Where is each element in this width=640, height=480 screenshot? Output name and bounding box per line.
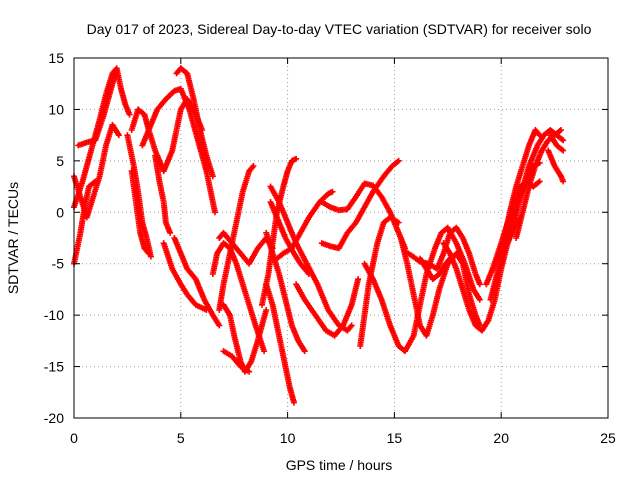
series-sat-al bbox=[545, 147, 567, 185]
data-point bbox=[209, 173, 216, 180]
data-point bbox=[92, 178, 99, 185]
chart-title: Day 017 of 2023, Sidereal Day-to-day VTE… bbox=[87, 21, 592, 37]
series-sat-ae bbox=[417, 255, 453, 283]
data-point bbox=[293, 155, 300, 162]
series-sat-aj bbox=[504, 127, 567, 247]
series-sat-l bbox=[160, 240, 210, 313]
data-point bbox=[203, 307, 210, 313]
series-sat-y bbox=[318, 157, 402, 252]
data-point bbox=[395, 219, 402, 226]
y-axis-label: SDTVAR / TECUs bbox=[5, 182, 21, 294]
y-tick-label: -10 bbox=[44, 307, 64, 323]
data-point bbox=[147, 253, 154, 260]
data-point bbox=[348, 322, 355, 329]
series-sat-x bbox=[293, 276, 362, 339]
series-sat-d bbox=[71, 178, 99, 267]
data-point bbox=[560, 178, 567, 185]
x-axis-label: GPS time / hours bbox=[286, 457, 393, 473]
data-marks bbox=[71, 65, 567, 406]
grid-lines bbox=[74, 58, 608, 418]
data-point bbox=[476, 296, 483, 303]
data-point bbox=[329, 188, 336, 195]
data-point bbox=[395, 157, 402, 164]
y-tick-labels: -20 -15 -10 -5 0 5 10 15 bbox=[44, 50, 64, 426]
series-sat-p bbox=[209, 240, 268, 355]
y-tick-label: -15 bbox=[44, 359, 64, 375]
plot-frame bbox=[73, 57, 609, 419]
series-sat-v bbox=[267, 199, 312, 277]
data-point bbox=[115, 132, 122, 139]
series-sat-ah bbox=[487, 127, 543, 303]
x-tick-label: 20 bbox=[493, 430, 509, 446]
data-point bbox=[167, 229, 174, 236]
data-point bbox=[560, 137, 567, 144]
x-tick-label: 0 bbox=[70, 430, 78, 446]
x-tick-label: 15 bbox=[387, 430, 403, 446]
data-point bbox=[250, 163, 257, 169]
data-point bbox=[246, 368, 253, 375]
series-sat-aa bbox=[357, 214, 402, 349]
y-tick-label: -5 bbox=[52, 256, 65, 272]
data-point bbox=[301, 348, 308, 355]
data-point bbox=[113, 67, 120, 74]
y-tick-label: -20 bbox=[44, 410, 64, 426]
series-sat-n bbox=[220, 348, 253, 375]
axis-ticks bbox=[73, 57, 609, 419]
series-sat-am bbox=[547, 132, 567, 154]
data-point bbox=[211, 209, 218, 216]
series-sat-f bbox=[128, 168, 152, 257]
data-point bbox=[291, 399, 298, 406]
data-point bbox=[263, 307, 270, 313]
y-tick-label: 15 bbox=[48, 50, 64, 66]
series-sat-ak bbox=[513, 127, 565, 241]
y-tick-label: 0 bbox=[56, 204, 64, 220]
data-point bbox=[355, 276, 362, 283]
series-sat-s bbox=[263, 281, 298, 406]
series-sat-a bbox=[71, 65, 133, 211]
series-sat-k bbox=[171, 235, 223, 329]
x-tick-labels: 0 5 10 15 20 25 bbox=[70, 430, 616, 446]
x-tick-label: 25 bbox=[600, 430, 616, 446]
series-sat-c bbox=[75, 67, 120, 149]
series-sat-t bbox=[273, 188, 336, 262]
x-tick-label: 10 bbox=[280, 430, 296, 446]
data-point bbox=[216, 322, 223, 329]
series-sat-o bbox=[216, 163, 257, 313]
series-sat-u bbox=[263, 229, 308, 355]
data-point bbox=[558, 127, 565, 133]
y-tick-label: 10 bbox=[48, 101, 64, 117]
y-tick-label: 5 bbox=[56, 153, 64, 169]
series-sat-i bbox=[173, 65, 216, 180]
x-tick-label: 5 bbox=[177, 430, 185, 446]
data-point bbox=[476, 281, 483, 288]
series-sat-j bbox=[152, 152, 174, 236]
data-point bbox=[126, 111, 133, 118]
series-sat-w bbox=[267, 183, 355, 334]
series-sat-q bbox=[216, 229, 276, 267]
series-sat-h bbox=[139, 85, 218, 216]
data-point bbox=[536, 178, 543, 185]
data-point bbox=[560, 147, 567, 154]
data-point bbox=[261, 348, 268, 355]
data-point bbox=[145, 250, 152, 257]
